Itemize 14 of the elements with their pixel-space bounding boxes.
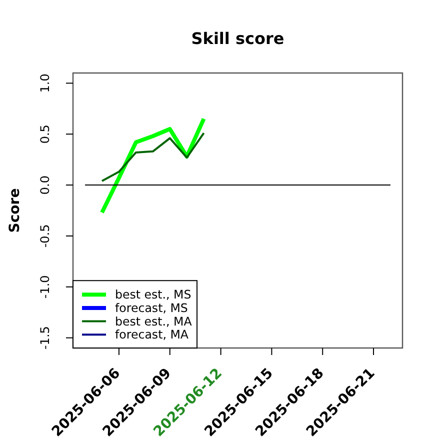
legend-label: forecast, MS [115, 300, 188, 315]
y-tick-label: 0.5 [38, 124, 52, 144]
chart-title: Skill score [191, 29, 284, 48]
legend-label: forecast, MA [115, 328, 188, 342]
y-tick-label: -0.5 [38, 224, 52, 248]
y-tick-label: 0.0 [38, 175, 52, 195]
y-tick-label: -1.0 [38, 275, 52, 299]
legend-label: best est., MS [115, 288, 192, 302]
line-series [100, 116, 206, 215]
y-tick-label: 1.0 [38, 74, 52, 93]
y-tick-label: -1.5 [38, 326, 52, 350]
y-axis-title: Score [7, 188, 23, 233]
line-series [100, 132, 205, 182]
legend-label: best est., MA [115, 314, 192, 328]
